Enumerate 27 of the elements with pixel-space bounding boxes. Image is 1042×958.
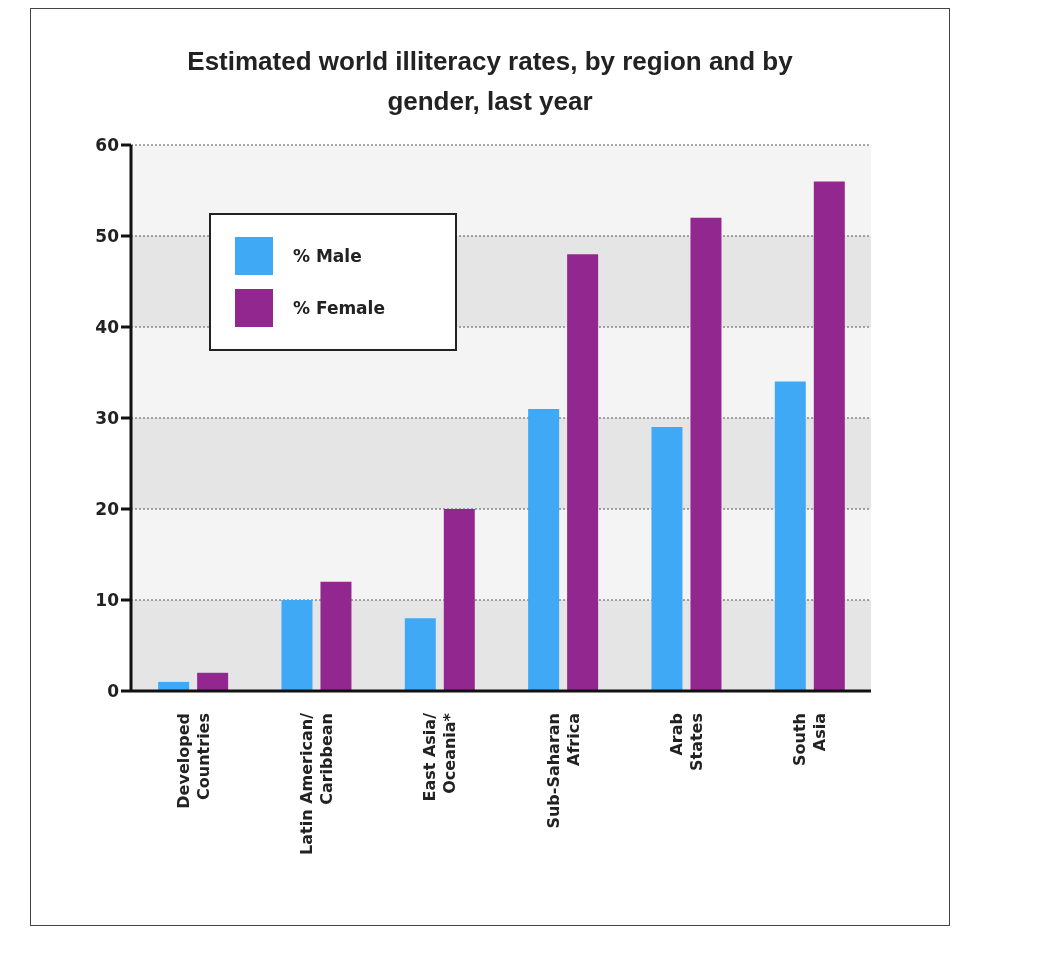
legend-label: % Male <box>293 246 362 266</box>
bar <box>197 672 229 691</box>
y-tick-label: 10 <box>95 590 120 611</box>
chart-title: Estimated world illiteracy rates, by region and by gender, last year <box>186 45 794 118</box>
x-tick-label: Arab States <box>667 713 706 771</box>
x-tick-label: Sub-Saharan Africa <box>543 713 583 829</box>
bar <box>567 254 599 691</box>
y-tick-label: 30 <box>95 408 120 429</box>
y-tick-label: 20 <box>95 499 120 520</box>
bar <box>320 581 352 691</box>
x-tick-label: East Asia/ Oceania* <box>420 712 460 802</box>
x-tick-label: South Asia <box>790 713 830 766</box>
bar <box>813 181 845 691</box>
bar <box>404 618 436 691</box>
legend-label: % Female <box>293 298 385 318</box>
bar <box>528 408 560 691</box>
bar <box>281 600 313 691</box>
x-tick-label: Developed Countries <box>173 713 213 809</box>
bar <box>690 217 722 691</box>
bar <box>651 427 683 691</box>
x-tick-label: Latin American/ Caribbean <box>297 712 336 855</box>
bar <box>774 381 806 691</box>
y-tick-label: 60 <box>95 135 120 156</box>
y-tick-label: 50 <box>95 226 120 247</box>
y-tick-label: 0 <box>107 681 120 702</box>
bar <box>443 509 475 691</box>
y-tick-label: 40 <box>95 317 120 338</box>
